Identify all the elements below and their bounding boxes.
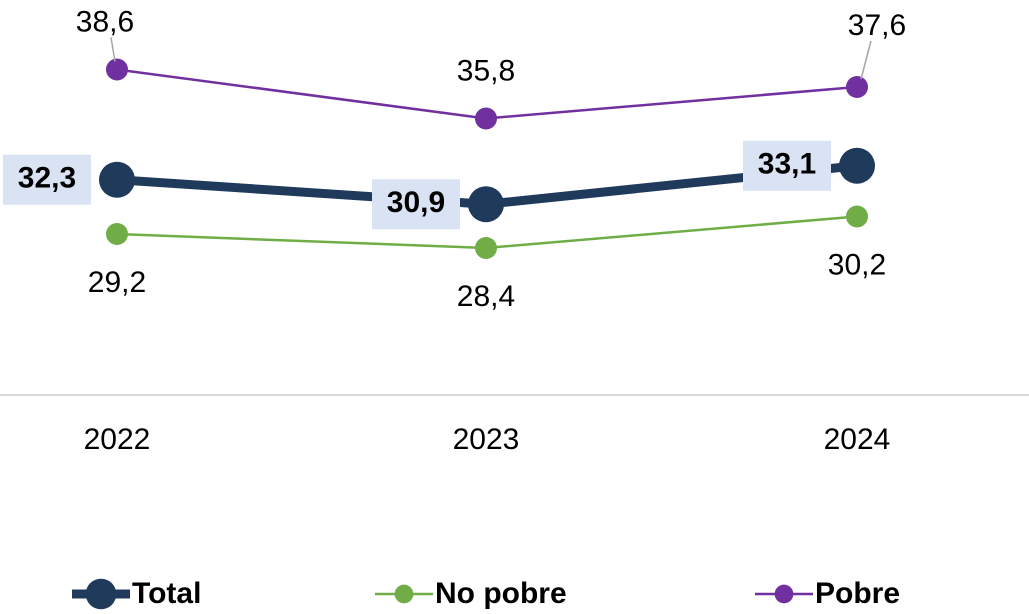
- data-label: 35,8: [457, 54, 515, 87]
- legend-marker: [394, 584, 414, 604]
- legend-label: Pobre: [815, 577, 900, 610]
- legend-label: No pobre: [435, 577, 567, 610]
- point: [846, 76, 868, 98]
- x-tick-label: 2023: [453, 423, 520, 456]
- point: [468, 186, 504, 223]
- x-tick-label: 2022: [84, 423, 151, 456]
- point: [99, 161, 135, 198]
- legend-marker: [774, 584, 794, 604]
- point: [839, 147, 875, 184]
- label-box: [372, 179, 460, 230]
- legend-label: Total: [132, 577, 201, 610]
- data-label: 29,2: [88, 266, 146, 299]
- legend-marker: [85, 578, 117, 610]
- data-label: 30,9: [387, 186, 445, 219]
- point: [846, 205, 868, 228]
- point: [475, 107, 497, 130]
- data-label: 33,1: [758, 148, 816, 181]
- point: [106, 223, 128, 245]
- data-label: 28,4: [457, 280, 515, 313]
- data-label: 30,2: [828, 248, 886, 281]
- data-label: 37,6: [848, 9, 906, 42]
- x-tick-label: 2024: [824, 423, 891, 456]
- leader-line: [110, 37, 116, 62]
- data-label: 38,6: [76, 5, 134, 38]
- label-box: [743, 140, 831, 191]
- leader-line: [860, 40, 872, 80]
- label-box: [3, 154, 91, 205]
- point: [475, 237, 497, 259]
- point: [106, 58, 128, 81]
- data-label: 32,3: [18, 162, 76, 195]
